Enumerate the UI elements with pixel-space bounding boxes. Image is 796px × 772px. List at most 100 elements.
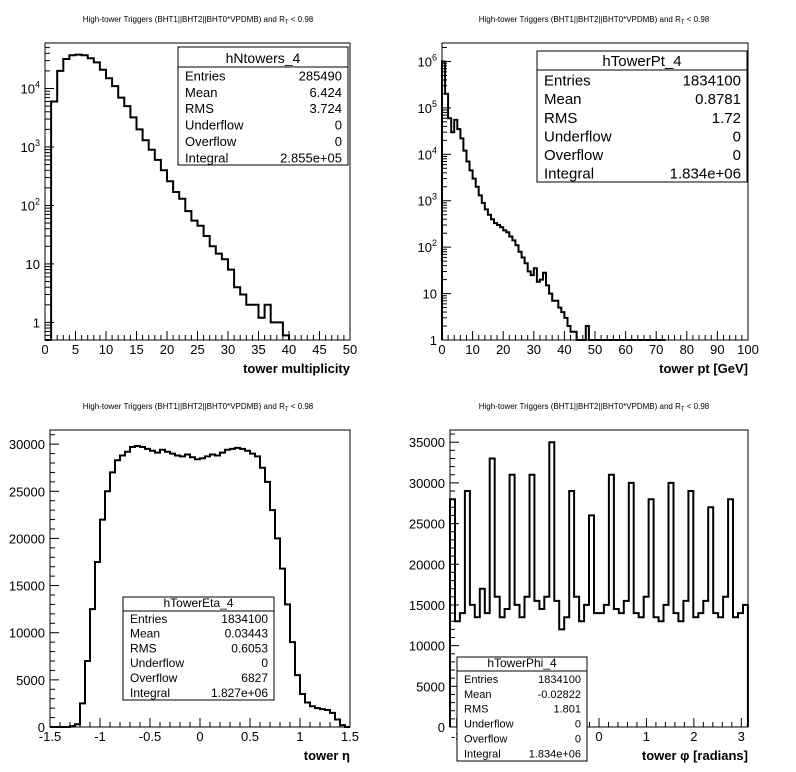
histogram-line: [449, 441, 749, 727]
x-tick-label: 10: [465, 342, 479, 357]
stats-row-label: Mean: [130, 627, 160, 641]
histogram-panel: 0 5 10 15 20 25 30 35 40 45 50 1 10 102 103 104 tower mu…: [21, 42, 357, 376]
x-tick-label: -0.5: [139, 729, 161, 744]
y-tick-label: 5000: [416, 679, 445, 694]
x-tick-label: 15: [129, 342, 143, 357]
stats-row-value: 1834100: [221, 612, 268, 626]
stats-row-label: Integral: [544, 166, 594, 183]
x-axis: 0 10 20 30 40 50 60 70 80 90 100: [438, 331, 759, 357]
stats-row-value: 6.424: [309, 85, 342, 100]
stats-row-value: 2.855e+05: [280, 150, 342, 165]
x-tick-label: 0.5: [241, 729, 259, 744]
stats-box-name: hTowerPhi_4: [487, 656, 557, 670]
x-tick-label: 25: [190, 342, 204, 357]
stats-row-label: Underflow: [464, 719, 514, 731]
plot-title: High-tower Triggers (BHT1||BHT2||BHT0*VP…: [83, 402, 314, 413]
y-tick-label: 25000: [409, 517, 445, 532]
x-tick-label: -1.5: [39, 729, 61, 744]
stats-row-value: -0.02822: [538, 689, 581, 701]
stats-box: hTowerPhi_4 Entries 1834100 Mean -0.02822 RMS…: [456, 656, 588, 762]
plot-title: High-tower Triggers (BHT1||BHT2||BHT0*VP…: [479, 15, 710, 26]
stats-row-label: Mean: [464, 689, 492, 701]
x-tick-label: 50: [343, 342, 357, 357]
stats-row-value: 0: [575, 719, 581, 731]
stats-row-label: Entries: [185, 68, 226, 83]
stats-row-label: Overflow: [464, 734, 507, 746]
stats-row-label: Integral: [130, 686, 170, 700]
histogram-panel: -3-2-10123050001000015000200002500030000…: [409, 429, 749, 763]
stats-row-label: RMS: [130, 641, 157, 655]
histogram-panel: -1.5 -1 -0.5 0 0.5 1 1.5 0 5000 10000 15000 20000 25…: [9, 429, 359, 763]
y-tick-label: 10000: [409, 639, 445, 654]
stats-row-label: Entries: [130, 612, 167, 626]
y-tick-label: 25000: [9, 484, 45, 499]
x-tick-label: 0: [595, 729, 602, 744]
stats-row-value: 0.8781: [695, 91, 741, 108]
stats-row-value: 1.801: [553, 704, 581, 716]
y-axis: 1 10 102 103 104 105 106: [418, 46, 451, 348]
y-tick-label: 104: [418, 145, 437, 162]
stats-row-value: 0.6053: [231, 641, 268, 655]
stats-row-value: 1.827e+06: [211, 686, 268, 700]
histogram-line: [50, 445, 350, 728]
stats-row-value: 0: [733, 128, 741, 145]
stats-row-label: RMS: [185, 101, 214, 116]
x-axis-label: tower φ [radians]: [642, 748, 748, 763]
x-tick-label: 40: [557, 342, 571, 357]
x-tick-label: 10: [99, 342, 113, 357]
y-tick-label: 0: [38, 720, 45, 735]
stats-box-name: hNtowers_4: [226, 50, 301, 66]
x-tick-label: 1: [643, 729, 650, 744]
x-tick-label: 35: [251, 342, 265, 357]
x-tick-label: 1: [296, 729, 303, 744]
y-tick-label: 10: [423, 287, 437, 302]
plot-title-text: High-tower Triggers (BHT1||BHT2||BHT0*VP…: [83, 402, 314, 413]
stats-row-label: Underflow: [185, 118, 244, 133]
x-tick-label: 80: [680, 342, 694, 357]
stats-box-name: hTowerEta_4: [163, 596, 233, 610]
stats-box-name: hTowerPt_4: [602, 53, 681, 70]
x-tick-label: 70: [649, 342, 663, 357]
x-tick-label: 30: [221, 342, 235, 357]
y-axis: 0 5000 10000 15000 20000 25000 30000 35000: [409, 433, 459, 735]
plot-title-text: High-tower Triggers (BHT1||BHT2||BHT0*VP…: [83, 15, 314, 26]
y-axis: 0 5000 10000 15000 20000 25000 30000: [9, 434, 59, 735]
x-axis-label: tower pt [GeV]: [659, 361, 748, 376]
stats-row-label: Entries: [464, 674, 499, 686]
plot-title-text: High-tower Triggers (BHT1||BHT2||BHT0*VP…: [479, 15, 710, 26]
y-tick-label: 102: [21, 196, 40, 213]
y-tick-label: 105: [418, 99, 437, 116]
y-tick-label: 1: [33, 315, 40, 330]
y-tick-label: 103: [418, 192, 437, 209]
x-tick-label: 90: [710, 342, 724, 357]
y-tick-label: 104: [21, 80, 40, 97]
plot-title: High-tower Triggers (BHT1||BHT2||BHT0*VP…: [479, 402, 710, 413]
stats-row-label: Underflow: [130, 656, 184, 670]
y-tick-label: 103: [21, 138, 40, 155]
y-tick-label: 20000: [409, 557, 445, 572]
x-tick-label: 3: [738, 729, 745, 744]
x-axis: -1.5 -1 -0.5 0 0.5 1 1.5: [39, 718, 359, 744]
stats-row-label: Entries: [544, 73, 591, 90]
stats-row-label: RMS: [544, 110, 577, 127]
y-tick-label: 102: [418, 238, 437, 255]
stats-row-label: Underflow: [544, 128, 612, 145]
x-tick-label: 40: [282, 342, 296, 357]
stats-row-value: 1.834e+06: [529, 748, 581, 760]
x-tick-label: 60: [618, 342, 632, 357]
x-axis-label: tower multiplicity: [243, 361, 351, 376]
y-tick-label: 5000: [16, 673, 45, 688]
stats-box-frame: [122, 596, 275, 701]
histogram-panel: 0 10 20 30 40 50 60 70 80 90 100110102103104105106…: [418, 42, 759, 376]
x-tick-label: -1: [94, 729, 106, 744]
stats-row-value: 0: [335, 118, 342, 133]
stats-row-value: 0: [733, 147, 741, 164]
x-tick-label: 30: [527, 342, 541, 357]
y-tick-label: 35000: [409, 435, 445, 450]
x-tick-label: 0: [196, 729, 203, 744]
y-tick-label: 10000: [9, 626, 45, 641]
x-tick-label: 100: [737, 342, 759, 357]
stats-box-frame: [456, 656, 588, 762]
